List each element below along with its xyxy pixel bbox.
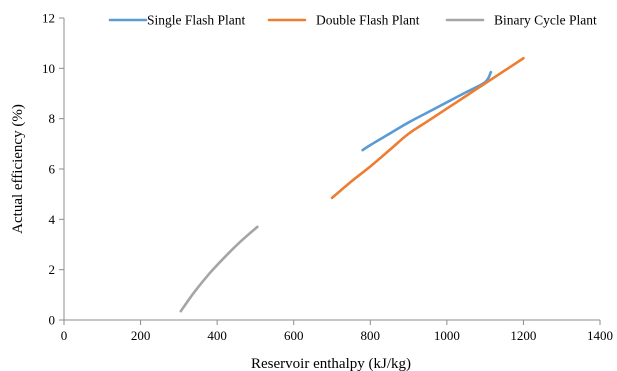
- y-tick-label: 4: [49, 212, 56, 227]
- series-line-1: [361, 70, 493, 152]
- series-line-3: [179, 225, 259, 313]
- y-tick-label: 8: [49, 111, 56, 126]
- y-tick-label: 10: [42, 61, 55, 76]
- x-tick-label: 800: [361, 328, 381, 343]
- y-axis-title: Actual efficiency (%): [10, 104, 26, 234]
- legend-label: Single Flash Plant: [147, 13, 246, 28]
- y-tick-label: 6: [49, 162, 56, 177]
- legend-label: Double Flash Plant: [316, 13, 420, 28]
- series-line-2: [330, 56, 525, 200]
- x-axis-title: Reservoir enthalpy (kJ/kg): [251, 356, 411, 371]
- x-tick-label: 1400: [587, 328, 613, 343]
- legend-item-2: Double Flash Plant: [267, 13, 420, 28]
- x-tick-label: 600: [284, 328, 304, 343]
- x-tick-label: 200: [131, 328, 151, 343]
- plot-area: [63, 18, 600, 321]
- legend: Single Flash Plant Double Flash Plant Bina…: [108, 13, 597, 28]
- y-tick-label: 2: [49, 262, 56, 277]
- x-tick-label: 400: [207, 328, 227, 343]
- x-tick-label: 1000: [434, 328, 460, 343]
- series-layer: [179, 56, 525, 313]
- y-axis-ticks: 0 2 4 6 8 10 12: [42, 11, 64, 328]
- legend-label: Binary Cycle Plant: [494, 13, 597, 28]
- legend-item-3: Binary Cycle Plant: [445, 13, 597, 28]
- x-tick-label: 1200: [510, 328, 536, 343]
- y-tick-label: 12: [42, 11, 55, 26]
- x-axis-ticks: 0 200 400 600 800 1000 1200 1400: [61, 320, 613, 343]
- y-tick-label: 0: [49, 313, 56, 328]
- legend-item-1: Single Flash Plant: [108, 13, 246, 28]
- x-tick-label: 0: [61, 328, 68, 343]
